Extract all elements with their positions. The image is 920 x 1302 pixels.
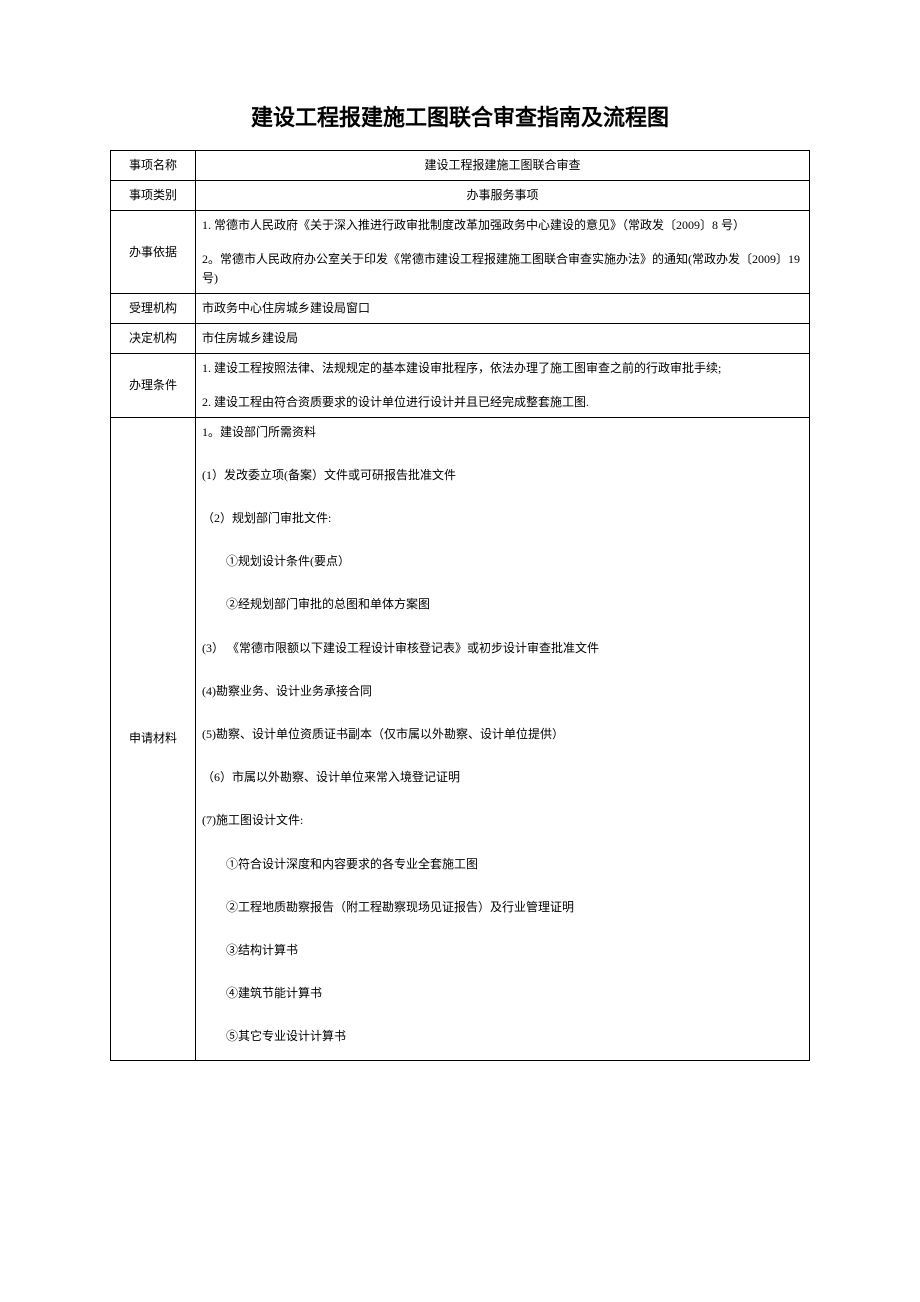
value-decide-org: 市住房城乡建设局 bbox=[196, 324, 810, 354]
value-conditions: 1. 建设工程按照法律、法规规定的基本建设审批程序，依法办理了施工图审查之前的行… bbox=[196, 354, 810, 417]
value-item-category: 办事服务事项 bbox=[196, 181, 810, 211]
materials-m2: (1）发改委立项(备案）文件或可研报告批准文件 bbox=[202, 466, 803, 485]
document-title: 建设工程报建施工图联合审查指南及流程图 bbox=[110, 100, 810, 132]
materials-m8d: ④建筑节能计算书 bbox=[202, 984, 803, 1003]
value-item-name: 建设工程报建施工图联合审查 bbox=[196, 151, 810, 181]
label-materials: 申请材料 bbox=[111, 417, 196, 1060]
label-item-name: 事项名称 bbox=[111, 151, 196, 181]
label-decide-org: 决定机构 bbox=[111, 324, 196, 354]
materials-m8b: ②工程地质勘察报告（附工程勘察现场见证报告）及行业管理证明 bbox=[202, 898, 803, 917]
row-conditions: 办理条件 1. 建设工程按照法律、法规规定的基本建设审批程序，依法办理了施工图审… bbox=[111, 354, 810, 417]
materials-m8a: ①符合设计深度和内容要求的各专业全套施工图 bbox=[202, 855, 803, 874]
row-materials: 申请材料 1。建设部门所需资料 (1）发改委立项(备案）文件或可研报告批准文件 … bbox=[111, 417, 810, 1060]
materials-m5: (4)勘察业务、设计业务承接合同 bbox=[202, 682, 803, 701]
materials-m7: （6）市属以外勘察、设计单位来常入境登记证明 bbox=[202, 768, 803, 787]
guide-table: 事项名称 建设工程报建施工图联合审查 事项类别 办事服务事项 办事依据 1. 常… bbox=[110, 150, 810, 1061]
materials-m8c: ③结构计算书 bbox=[202, 941, 803, 960]
materials-m1: 1。建设部门所需资料 bbox=[202, 423, 803, 442]
basis-p2: 2。常德市人民政府办公室关于印发《常德市建设工程报建施工图联合审查实施办法》的通… bbox=[202, 250, 803, 288]
row-item-category: 事项类别 办事服务事项 bbox=[111, 181, 810, 211]
label-basis: 办事依据 bbox=[111, 211, 196, 294]
label-accept-org: 受理机构 bbox=[111, 293, 196, 323]
basis-p1: 1. 常德市人民政府《关于深入推进行政审批制度改革加强政务中心建设的意见》（常政… bbox=[202, 216, 803, 235]
value-materials: 1。建设部门所需资料 (1）发改委立项(备案）文件或可研报告批准文件 （2）规划… bbox=[196, 417, 810, 1060]
value-basis: 1. 常德市人民政府《关于深入推进行政审批制度改革加强政务中心建设的意见》（常政… bbox=[196, 211, 810, 294]
label-item-category: 事项类别 bbox=[111, 181, 196, 211]
materials-m3b: ②经规划部门审批的总图和单体方案图 bbox=[202, 595, 803, 614]
row-accept-org: 受理机构 市政务中心住房城乡建设局窗口 bbox=[111, 293, 810, 323]
conditions-p2: 2. 建设工程由符合资质要求的设计单位进行设计并且已经完成整套施工图. bbox=[202, 393, 803, 412]
row-basis: 办事依据 1. 常德市人民政府《关于深入推进行政审批制度改革加强政务中心建设的意… bbox=[111, 211, 810, 294]
materials-m8: (7)施工图设计文件: bbox=[202, 811, 803, 830]
materials-m3: （2）规划部门审批文件: bbox=[202, 509, 803, 528]
materials-m8e: ⑤其它专业设计计算书 bbox=[202, 1027, 803, 1046]
row-item-name: 事项名称 建设工程报建施工图联合审查 bbox=[111, 151, 810, 181]
label-conditions: 办理条件 bbox=[111, 354, 196, 417]
materials-m3a: ①规划设计条件(要点） bbox=[202, 552, 803, 571]
materials-m6: (5)勘察、设计单位资质证书副本（仅市属以外勘察、设计单位提供） bbox=[202, 725, 803, 744]
materials-m4: (3） 《常德市限额以下建设工程设计审核登记表》或初步设计审查批准文件 bbox=[202, 639, 803, 658]
conditions-p1: 1. 建设工程按照法律、法规规定的基本建设审批程序，依法办理了施工图审查之前的行… bbox=[202, 359, 803, 378]
value-accept-org: 市政务中心住房城乡建设局窗口 bbox=[196, 293, 810, 323]
row-decide-org: 决定机构 市住房城乡建设局 bbox=[111, 324, 810, 354]
